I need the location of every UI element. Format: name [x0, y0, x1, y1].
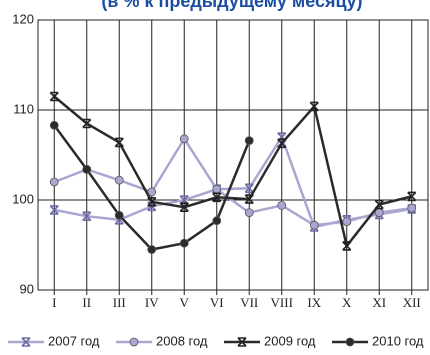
x-tick-label: II	[82, 295, 91, 310]
marker	[82, 118, 92, 129]
y-tick-label: 100	[12, 191, 34, 206]
x-tick-label: X	[342, 295, 352, 310]
marker	[114, 175, 124, 185]
marker	[212, 216, 222, 226]
marker	[49, 91, 59, 102]
marker	[114, 215, 124, 225]
marker	[49, 177, 59, 187]
legend-label: 2009 год	[264, 333, 316, 348]
marker	[244, 208, 254, 218]
marker	[309, 101, 319, 112]
y-tick-label: 120	[12, 11, 34, 26]
y-tick-label: 110	[13, 101, 34, 116]
marker	[244, 194, 254, 204]
x-tick-label: IV	[145, 295, 159, 310]
marker	[147, 197, 157, 207]
marker	[407, 191, 417, 202]
marker	[114, 137, 124, 148]
x-tick-label: XII	[403, 295, 421, 310]
x-tick-label: XI	[372, 295, 386, 310]
marker	[342, 217, 352, 227]
marker	[342, 241, 352, 251]
y-tick-label: 90	[20, 281, 34, 296]
x-tick-label: I	[52, 295, 56, 310]
chart-title: (в % к предыдущему месяцу)	[101, 0, 362, 11]
series-line	[53, 136, 412, 227]
marker	[179, 195, 189, 205]
marker	[374, 199, 384, 210]
marker	[212, 184, 222, 194]
marker	[277, 132, 287, 142]
x-tick-label: VI	[210, 295, 224, 310]
marker	[179, 202, 189, 212]
marker	[244, 183, 254, 194]
marker	[129, 337, 139, 347]
marker	[21, 337, 31, 347]
marker	[244, 136, 254, 146]
marker	[309, 220, 319, 230]
marker	[82, 211, 92, 221]
legend-label: 2007 год	[48, 333, 100, 348]
marker	[212, 192, 222, 203]
x-tick-label: VIII	[271, 295, 293, 310]
series-line	[53, 95, 413, 249]
marker	[82, 164, 92, 174]
marker	[114, 210, 124, 220]
marker	[49, 205, 59, 215]
marker	[147, 245, 157, 254]
marker	[277, 138, 287, 149]
marker	[277, 200, 287, 210]
x-tick-label: VII	[240, 295, 258, 310]
x-tick-label: V	[180, 295, 190, 310]
x-tick-label: III	[113, 295, 126, 310]
marker	[237, 337, 247, 347]
legend-label: 2008 год	[156, 333, 208, 348]
legend-label: 2010 год	[372, 333, 424, 348]
plot-frame	[37, 19, 429, 291]
marker	[345, 337, 355, 347]
x-tick-label: IX	[307, 295, 321, 310]
marker	[179, 134, 189, 144]
marker	[179, 238, 189, 248]
marker	[49, 120, 59, 130]
marker	[407, 203, 417, 213]
